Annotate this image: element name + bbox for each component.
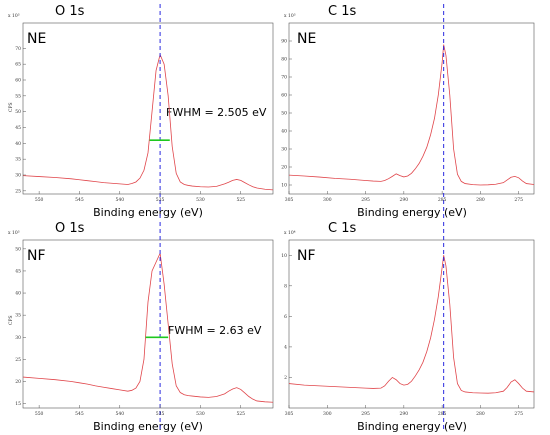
x-tick-label: 295 bbox=[361, 197, 370, 203]
plot-frame bbox=[22, 22, 274, 195]
y-tick-label: 70 bbox=[15, 46, 21, 52]
x-tick-label: 290 bbox=[400, 197, 409, 203]
y-tick-label: 55 bbox=[15, 93, 21, 99]
y-tick-label: 15 bbox=[15, 401, 21, 407]
x-tick-label: 300 bbox=[323, 197, 332, 203]
x-tick-label: 285 bbox=[438, 197, 447, 203]
y-tick-label: 50 bbox=[15, 246, 21, 252]
y-tick-label: 20 bbox=[15, 379, 21, 385]
spectrum-line bbox=[22, 251, 274, 403]
y-tick-label: 65 bbox=[15, 62, 21, 68]
y-tick-label: 70 bbox=[281, 75, 287, 81]
y-tick-label: 45 bbox=[15, 268, 21, 274]
y-tick-label: 25 bbox=[15, 357, 21, 363]
x-tick-label: 525 bbox=[236, 411, 245, 417]
x-tick-label: 295 bbox=[361, 411, 370, 417]
plot-frame bbox=[22, 239, 274, 409]
y-tick-label: 8 bbox=[284, 283, 287, 289]
y-tick-label: 20 bbox=[281, 165, 287, 171]
x-axis-label: Binding energy (eV) bbox=[93, 420, 203, 433]
x-axis-label: Binding energy (eV) bbox=[357, 420, 467, 433]
panel-title: C 1s bbox=[328, 4, 356, 19]
panel-o1s-ne: O 1s NE x 10³ CPS Binding energy (eV) FW… bbox=[8, 4, 274, 219]
panel-c1s-ne: C 1s NE x 10³ Binding energy (eV) bbox=[284, 4, 535, 219]
x-tick-label: 305 bbox=[285, 197, 294, 203]
y-tick-label: 6 bbox=[284, 314, 287, 320]
x-tick-label: 290 bbox=[400, 411, 409, 417]
x-tick-label: 535 bbox=[156, 411, 165, 417]
sample-label: NE bbox=[27, 31, 46, 47]
fwhm-annotation: FWHM = 2.63 eV bbox=[168, 324, 262, 337]
x-tick-label: 535 bbox=[156, 197, 165, 203]
x-tick-label: 550 bbox=[35, 197, 44, 203]
x-tick-label: 300 bbox=[323, 411, 332, 417]
y-tick-label: 25 bbox=[15, 188, 21, 194]
y-axis-label: CPS bbox=[8, 102, 14, 112]
y-tick-label: 50 bbox=[15, 109, 21, 115]
y-tick-label: 10 bbox=[281, 183, 287, 189]
y-tick-label: 30 bbox=[15, 335, 21, 341]
y-exponent: x 10³ bbox=[8, 230, 20, 236]
chart-marks-3: 305 300 295 290 285 280 275 10 8 6 4 2 bbox=[281, 222, 535, 432]
x-tick-label: 540 bbox=[115, 411, 124, 417]
y-tick-label: 4 bbox=[284, 344, 287, 350]
panel-title: O 1s bbox=[55, 4, 85, 19]
x-tick-label: 305 bbox=[285, 411, 294, 417]
spectrum-line bbox=[22, 53, 274, 191]
x-tick-label: 275 bbox=[514, 197, 523, 203]
spectrum-line bbox=[288, 44, 535, 186]
x-tick-label: 285 bbox=[438, 411, 447, 417]
x-tick-label: 530 bbox=[196, 411, 205, 417]
y-tick-label: 40 bbox=[15, 291, 21, 297]
panel-o1s-nf: O 1s NF x 10³ CPS Binding energy (eV) FW… bbox=[8, 221, 274, 433]
x-tick-label: 525 bbox=[236, 197, 245, 203]
y-tick-label: 30 bbox=[15, 173, 21, 179]
y-exponent: x 10³ bbox=[284, 13, 296, 19]
x-tick-label: 540 bbox=[115, 197, 124, 203]
panel-c1s-nf: C 1s NF x 10⁴ Binding energy (eV) bbox=[284, 221, 535, 433]
chart-marks-1: 305 300 295 290 285 280 275 90 80 70 60 50 40 30 20 10 bbox=[281, 4, 535, 218]
x-tick-label: 550 bbox=[35, 411, 44, 417]
y-axis-label: CPS bbox=[8, 315, 14, 325]
x-tick-label: 280 bbox=[476, 411, 485, 417]
y-tick-label: 10 bbox=[281, 253, 287, 259]
x-tick-label: 545 bbox=[75, 197, 84, 203]
spectrum-line bbox=[288, 255, 535, 394]
chart-marks-2: 550 545 540 535 530 525 50 45 40 35 30 25 20 15 bbox=[15, 222, 274, 432]
y-tick-label: 40 bbox=[15, 141, 21, 147]
x-axis-label: Binding energy (eV) bbox=[357, 206, 467, 219]
y-exponent: x 10⁴ bbox=[284, 230, 296, 236]
y-tick-label: 90 bbox=[281, 39, 287, 45]
y-tick-label: 60 bbox=[15, 78, 21, 84]
panel-title: O 1s bbox=[55, 221, 85, 236]
sample-label: NF bbox=[297, 248, 316, 264]
sample-label: NF bbox=[27, 248, 46, 264]
plot-frame bbox=[288, 22, 535, 195]
y-tick-label: 35 bbox=[15, 313, 21, 319]
x-tick-label: 275 bbox=[514, 411, 523, 417]
y-exponent: x 10³ bbox=[8, 13, 20, 19]
plot-frame bbox=[288, 239, 535, 409]
y-tick-label: 40 bbox=[281, 129, 287, 135]
x-tick-label: 545 bbox=[75, 411, 84, 417]
x-axis-label: Binding energy (eV) bbox=[93, 206, 203, 219]
y-tick-label: 50 bbox=[281, 111, 287, 117]
y-tick-label: 45 bbox=[15, 125, 21, 131]
y-tick-label: 60 bbox=[281, 93, 287, 99]
x-tick-label: 280 bbox=[476, 197, 485, 203]
y-tick-label: 30 bbox=[281, 147, 287, 153]
x-tick-label: 530 bbox=[196, 197, 205, 203]
chart-marks-0: 550 545 540 535 530 525 70 65 60 55 50 45 40 35 30 25 bbox=[15, 4, 274, 218]
panel-title: C 1s bbox=[328, 221, 356, 236]
y-tick-label: 80 bbox=[281, 57, 287, 63]
fwhm-annotation: FWHM = 2.505 eV bbox=[166, 106, 267, 119]
sample-label: NE bbox=[297, 31, 316, 47]
y-tick-label: 2 bbox=[284, 375, 287, 381]
y-tick-label: 35 bbox=[15, 157, 21, 163]
